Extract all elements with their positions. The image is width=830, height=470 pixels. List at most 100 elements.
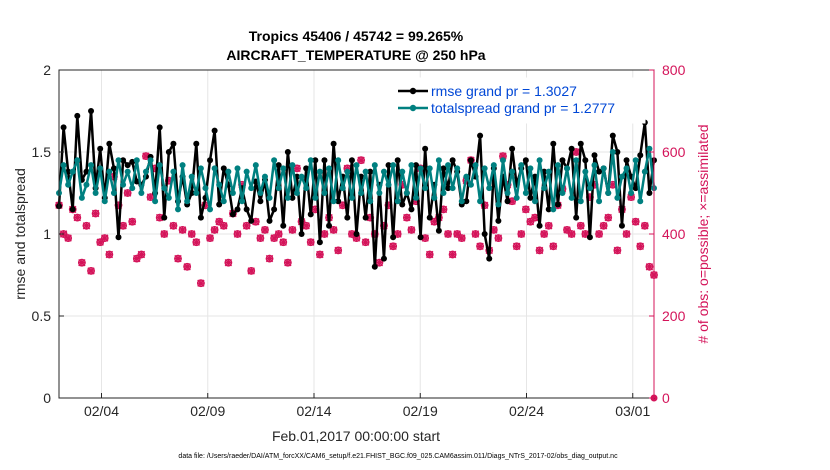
rmse-point (559, 157, 566, 164)
spread-point (559, 190, 566, 196)
y-tick-label: 0.5 (32, 308, 52, 324)
spread-point (614, 194, 621, 201)
y-tick-label: 1 (43, 226, 51, 242)
obs-assimilated-point (444, 230, 452, 238)
spread-point (348, 194, 355, 201)
obs-assimilated-point (128, 218, 136, 226)
rmse-point (344, 214, 351, 221)
obs-assimilated-point (284, 259, 292, 267)
rmse-point (165, 149, 172, 155)
rmse-point (449, 157, 456, 164)
y-tick-label: 0 (43, 390, 51, 406)
rmse-point (413, 162, 419, 169)
obs-assimilated-point (549, 242, 558, 250)
spread-point (532, 198, 538, 205)
rmse-point (88, 108, 95, 114)
rmse-point (614, 149, 621, 155)
obs-assimilated-point (494, 234, 503, 242)
obs-assimilated-point (101, 234, 109, 242)
spread-point (403, 190, 410, 196)
obs-assimilated-point (508, 197, 516, 205)
obs-assimilated-point (448, 250, 457, 259)
spread-point (252, 162, 259, 169)
rmse-point (197, 214, 204, 221)
obs-assimilated-point (105, 250, 114, 259)
spread-point (129, 185, 136, 192)
rmse-point (596, 168, 603, 175)
spread-point (138, 190, 145, 196)
y-tick-label: 1.5 (32, 144, 52, 160)
spread-point (477, 198, 484, 205)
obs-assimilated-point (490, 226, 498, 234)
rmse-point (623, 157, 630, 164)
spread-point (522, 190, 529, 196)
rmse-point (60, 124, 67, 131)
spread-point (413, 194, 419, 201)
obs-assimilated-point (631, 218, 640, 226)
rmse-point (129, 158, 136, 165)
rmse-point (582, 157, 589, 164)
obs-assimilated-point (545, 222, 553, 230)
obs-assimilated-point (220, 222, 228, 230)
spread-point (74, 157, 81, 164)
spread-point (399, 168, 406, 175)
rmse-point (573, 214, 580, 221)
spread-point (390, 162, 397, 169)
rmse-point (170, 140, 177, 147)
spread-point (106, 168, 113, 175)
obs-assimilated-point (238, 181, 246, 189)
obs-assimilated-point (265, 254, 274, 263)
spread-point (371, 162, 378, 169)
obs-assimilated-point (114, 201, 123, 209)
obs-assimilated-point (316, 250, 324, 259)
obs-assimilated-point (339, 201, 347, 209)
rmse-point (417, 234, 424, 241)
spread-point (316, 168, 323, 175)
rmse-point (280, 222, 287, 229)
spread-point (271, 157, 278, 164)
spread-point (486, 185, 493, 192)
spread-point (380, 168, 387, 175)
x-tick-label: 03/01 (615, 403, 650, 419)
obs-assimilated-point (471, 230, 480, 238)
spread-point (175, 206, 181, 213)
spread-point (65, 181, 72, 188)
y2-tick-label: 600 (662, 144, 686, 160)
obs-assimilated-point (78, 259, 86, 267)
obs-assimilated-point (581, 230, 590, 238)
spread-point (335, 157, 342, 164)
obs-assimilated-point (641, 222, 649, 230)
spread-point (458, 198, 465, 205)
spread-point (605, 190, 612, 196)
obs-assimilated-point (586, 193, 594, 201)
rmse-point (248, 217, 255, 224)
obs-assimilated-point (261, 226, 269, 234)
spread-point (257, 190, 264, 196)
spread-point (142, 168, 149, 175)
obs-assimilated-point (270, 234, 278, 242)
obs-assimilated-point (87, 267, 95, 275)
spread-point (628, 190, 635, 196)
obs-assimilated-point (252, 218, 260, 226)
series-layer (55, 108, 658, 402)
x-tick-label: 02/04 (84, 403, 119, 419)
spread-point (504, 190, 511, 196)
rmse-point (348, 157, 355, 164)
obs-assimilated-point (178, 226, 187, 234)
spread-point (211, 165, 218, 172)
obs-assimilated-point (233, 230, 242, 238)
obs-assimilated-point (137, 250, 146, 259)
spread-point (184, 198, 191, 205)
obs-assimilated-point (522, 205, 530, 214)
obs-assimilated-point (183, 263, 191, 271)
rmse-point (435, 227, 442, 234)
y2-tick-label: 0 (662, 390, 670, 406)
rmse-point (568, 145, 575, 152)
spread-point (266, 194, 273, 201)
obs-assimilated-point (590, 181, 599, 189)
spread-point (385, 181, 392, 188)
obs-assimilated-point (512, 242, 521, 250)
obs-assimilated-point (302, 222, 310, 230)
obs-assimilated-point (357, 156, 365, 164)
rmse-point (545, 206, 552, 213)
